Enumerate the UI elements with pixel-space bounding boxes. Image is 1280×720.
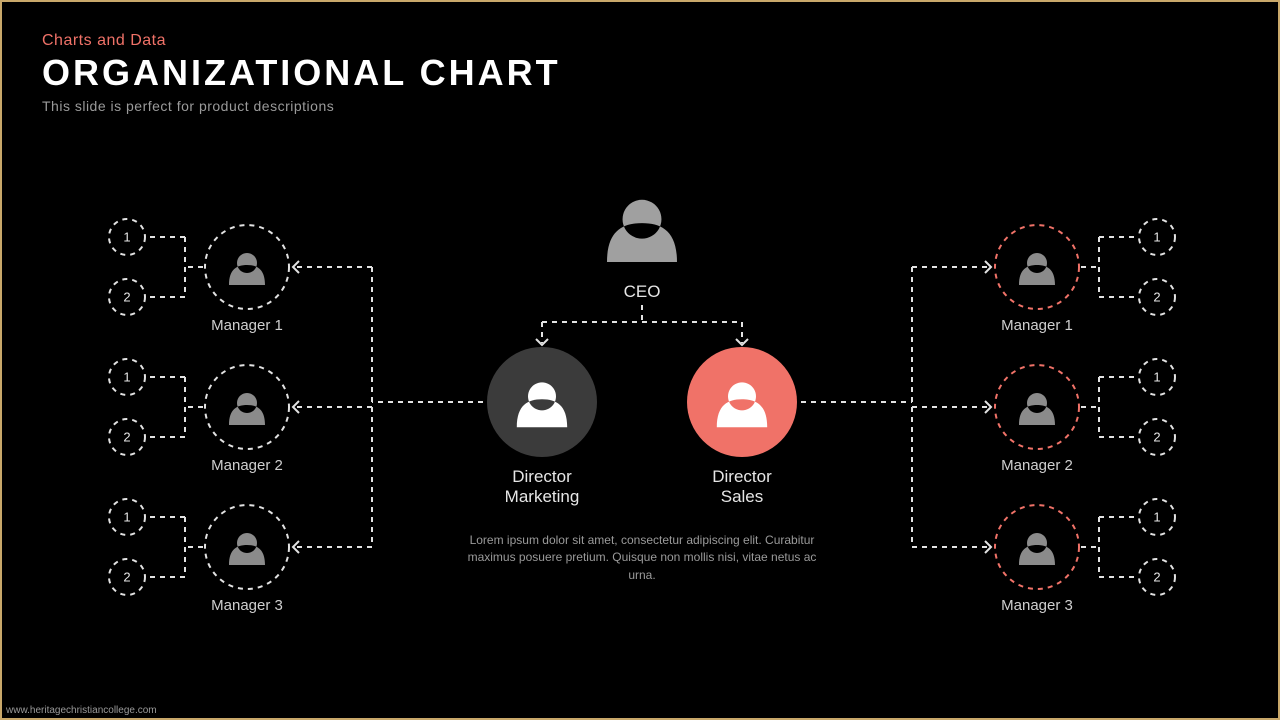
- node-label: Director: [712, 467, 772, 487]
- leaf-number: 1: [123, 370, 130, 385]
- leaf-number: 1: [1153, 510, 1160, 525]
- watermark: www.heritagechristiancollege.com: [6, 705, 157, 716]
- person-icon: [1019, 393, 1055, 425]
- manager-circle: [995, 365, 1079, 449]
- description-text: Lorem ipsum dolor sit amet, consectetur …: [462, 532, 822, 584]
- person-icon: [229, 393, 265, 425]
- node-label: CEO: [624, 282, 661, 302]
- person-icon: [1019, 253, 1055, 285]
- leaf-number: 1: [123, 230, 130, 245]
- director-circle: [687, 347, 797, 457]
- leaf-number: 2: [1153, 290, 1160, 305]
- leaf-number: 2: [1153, 430, 1160, 445]
- org-chart-canvas: [2, 2, 1280, 720]
- leaf-number: 2: [1153, 570, 1160, 585]
- node-label: Manager 1: [211, 317, 283, 334]
- person-icon: [229, 253, 265, 285]
- manager-circle: [205, 505, 289, 589]
- node-label: Manager 3: [1001, 597, 1073, 614]
- node-label: Director: [512, 467, 572, 487]
- director-circle: [487, 347, 597, 457]
- manager-circle: [205, 225, 289, 309]
- node-label: Manager 3: [211, 597, 283, 614]
- leaf-number: 1: [1153, 230, 1160, 245]
- node-label: Sales: [721, 487, 764, 507]
- node-label: Manager 1: [1001, 317, 1073, 334]
- leaf-number: 1: [123, 510, 130, 525]
- person-icon: [229, 533, 265, 565]
- leaf-number: 2: [123, 290, 130, 305]
- leaf-number: 2: [123, 570, 130, 585]
- leaf-number: 2: [123, 430, 130, 445]
- node-label: Manager 2: [211, 457, 283, 474]
- manager-circle: [205, 365, 289, 449]
- manager-circle: [995, 225, 1079, 309]
- node-label: Manager 2: [1001, 457, 1073, 474]
- node-label: Marketing: [505, 487, 580, 507]
- ceo-icon: [607, 200, 677, 262]
- person-icon: [1019, 533, 1055, 565]
- manager-circle: [995, 505, 1079, 589]
- leaf-number: 1: [1153, 370, 1160, 385]
